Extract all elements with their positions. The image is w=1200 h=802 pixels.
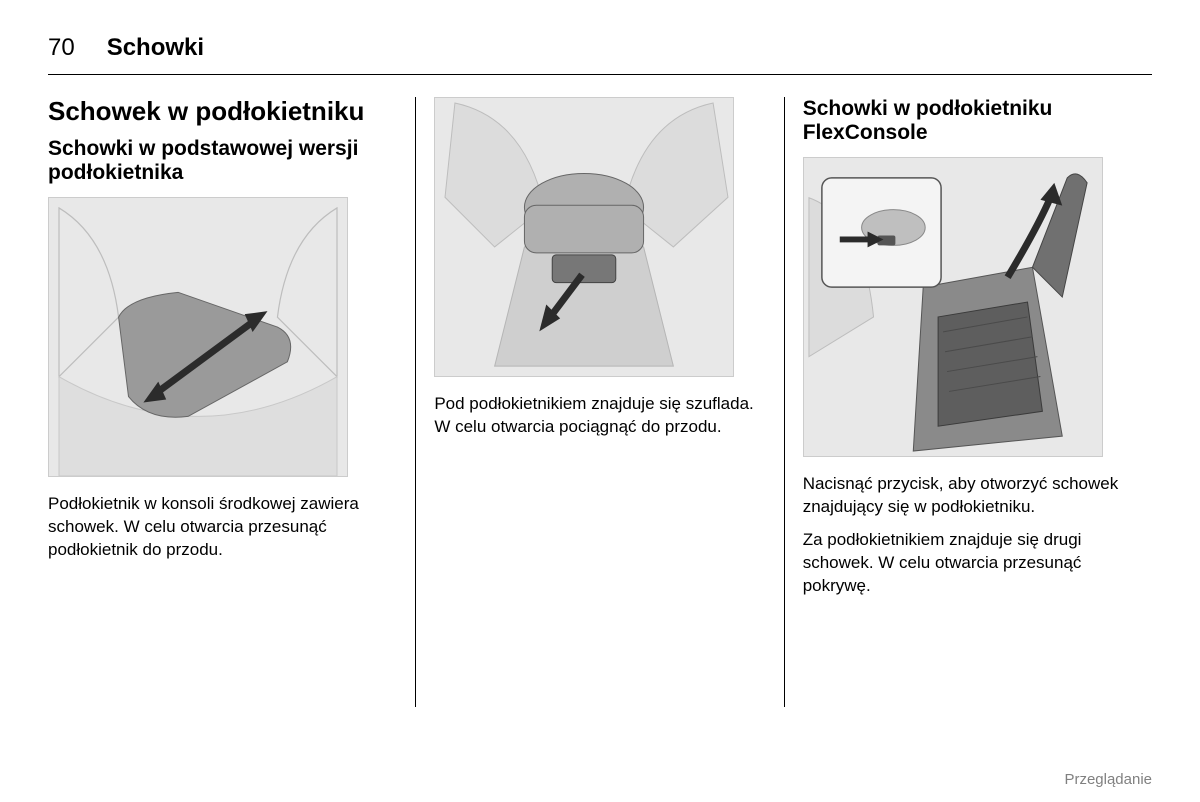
- column-3: Schowki w podłokietniku FlexConsole: [785, 97, 1152, 707]
- subsection-heading: Schowki w podłokietniku FlexConsole: [803, 97, 1152, 145]
- caption-text-2: Za podłokietnikiem znajduje się drugi sc…: [803, 529, 1152, 598]
- caption-text-1: Nacisnąć przycisk, aby otworzyć schowek …: [803, 473, 1152, 519]
- column-1: Schowek w podłokietniku Schowki w podsta…: [48, 97, 415, 707]
- page-number: 70: [48, 34, 75, 62]
- content-columns: Schowek w podłokietniku Schowki w podsta…: [48, 97, 1152, 707]
- figure-armrest-slide: [48, 197, 348, 477]
- caption-text: Podłokietnik w konsoli środkowej zawiera…: [48, 493, 397, 562]
- page-header: 70 Schowki: [48, 34, 1152, 75]
- column-2: Pod podłokietnikiem znajduje się szuflad…: [416, 97, 783, 707]
- figure-flexconsole: [803, 157, 1103, 457]
- subsection-heading: Schowki w podstawowej wersji podłokietni…: [48, 137, 397, 185]
- caption-text: Pod podłokietnikiem znajduje się szuflad…: [434, 393, 765, 439]
- footer-label: Przeglądanie: [1064, 771, 1152, 788]
- section-heading: Schowek w podłokietniku: [48, 97, 397, 127]
- figure-armrest-drawer: [434, 97, 734, 377]
- chapter-title: Schowki: [107, 34, 204, 62]
